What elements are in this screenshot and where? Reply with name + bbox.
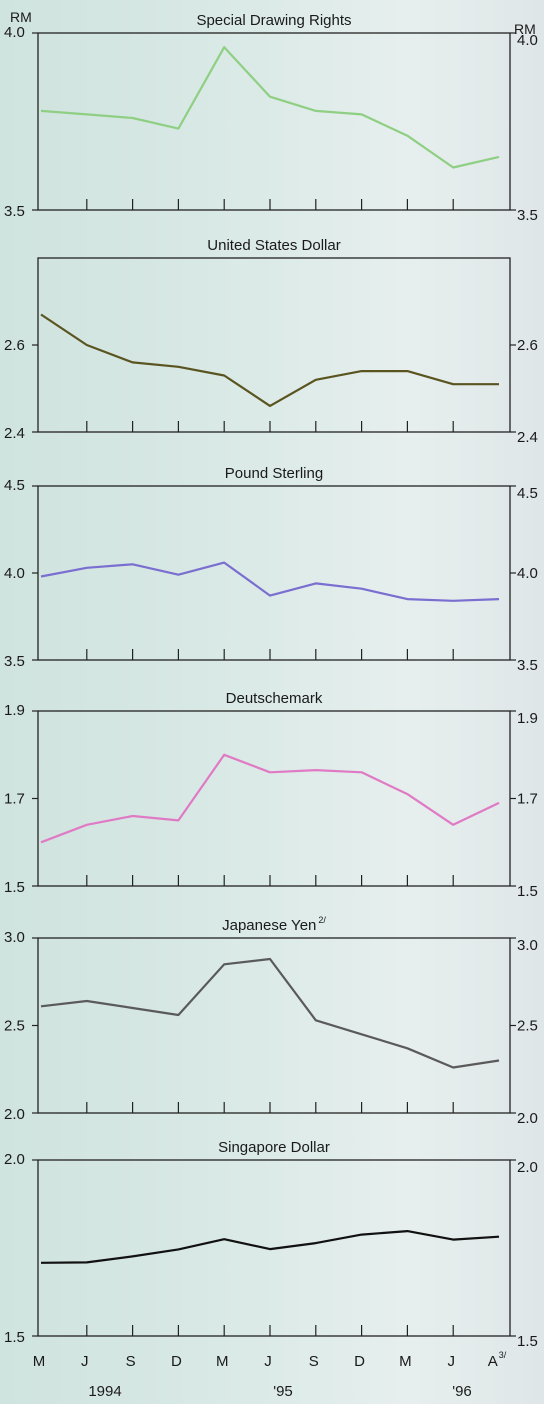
y-tick-label-left: 1.7 xyxy=(4,791,25,808)
plot-frame xyxy=(37,257,511,433)
chart-title: Japanese Yen 2/ xyxy=(222,915,326,934)
y-tick-label-left: 3.0 xyxy=(4,929,25,946)
y-tick-label-right: 4.0 xyxy=(517,32,538,49)
chart-panels: Special Drawing Rights 4.0 4.0 3.5 3.5 United… xyxy=(4,12,538,1350)
plot-frame xyxy=(37,32,511,211)
x-axis-labels: M J S D M J S D M J A3/1994 '95 '96 xyxy=(33,1350,507,1400)
unit-label-left: RM xyxy=(10,9,32,25)
chart-title: Special Drawing Rights xyxy=(196,12,351,29)
year-label: '95 xyxy=(273,1383,293,1400)
title-footnote: 2/ xyxy=(318,915,326,925)
y-tick-label-right: 2.6 xyxy=(517,337,538,354)
chart-title: United States Dollar xyxy=(207,237,340,254)
y-tick-label-right: 2.0 xyxy=(517,1159,538,1176)
y-tick-label-left: 2.4 xyxy=(4,425,25,442)
chart-special-drawing-rights: Special Drawing Rights 4.0 4.0 3.5 3.5 xyxy=(4,12,538,224)
plot-frame xyxy=(37,485,511,661)
y-tick-label-right: 2.0 xyxy=(517,1110,538,1127)
x-tick-label: J xyxy=(264,1353,272,1370)
y-tick-label-right: 4.0 xyxy=(517,565,538,582)
y-tick-label-left: 2.6 xyxy=(4,337,25,354)
y-tick-label-left: 4.5 xyxy=(4,477,25,494)
chart-singapore-dollar: Singapore Dollar 2.0 2.0 1.5 1.5 xyxy=(4,1139,538,1350)
y-tick-label-left: 2.0 xyxy=(4,1106,25,1123)
chart-united-states-dollar: United States Dollar 2.6 2.6 2.4 2.4 xyxy=(4,237,538,446)
x-tick-label: S xyxy=(309,1353,319,1370)
y-tick-label-right: 4.5 xyxy=(517,485,538,502)
year-label: '96 xyxy=(452,1383,472,1400)
x-tick-label: J xyxy=(81,1353,89,1370)
chart-pound-sterling: Pound Sterling 4.5 4.5 4.0 4.0 3.5 3.5 xyxy=(4,465,538,674)
y-tick-label-right: 1.5 xyxy=(517,1333,538,1350)
y-tick-label-right: 1.7 xyxy=(517,791,538,808)
y-tick-label-right: 1.9 xyxy=(517,710,538,727)
x-tick-label: D xyxy=(354,1353,365,1370)
y-tick-label-right: 3.5 xyxy=(517,657,538,674)
y-tick-label-right: 3.5 xyxy=(517,207,538,224)
y-tick-label-right: 1.5 xyxy=(517,883,538,900)
y-tick-label-left: 3.5 xyxy=(4,653,25,670)
chart-title: Deutschemark xyxy=(226,690,323,707)
chart-deutschemark: Deutschemark 1.9 1.9 1.7 1.7 1.5 1.5 xyxy=(4,690,538,900)
series-line-japanese-yen xyxy=(40,957,500,1069)
x-tick-label: M xyxy=(399,1353,412,1370)
series-line-deutschemark xyxy=(40,753,500,844)
x-tick-label: A3/ xyxy=(488,1350,507,1370)
plot-frame xyxy=(37,710,511,887)
year-label: 1994 xyxy=(88,1383,121,1400)
chart-title: Singapore Dollar xyxy=(218,1139,330,1156)
series-line-special-drawing-rights xyxy=(40,46,500,169)
y-tick-label-right: 2.5 xyxy=(517,1018,538,1035)
x-tick-label: D xyxy=(171,1353,182,1370)
x-tick-label: M xyxy=(216,1353,229,1370)
chart-japanese-yen: Japanese Yen 2/3.0 3.0 2.5 2.5 2.0 2.0 xyxy=(4,915,538,1127)
x-tick-label: J xyxy=(447,1353,455,1370)
chart-title: Pound Sterling xyxy=(225,465,323,482)
x-tick-footnote: 3/ xyxy=(499,1350,507,1360)
y-tick-label-left: 1.5 xyxy=(4,1329,25,1346)
y-tick-label-left: 4.0 xyxy=(4,565,25,582)
series-line-pound-sterling xyxy=(40,561,500,602)
y-tick-label-right: 2.4 xyxy=(517,429,538,446)
y-tick-label-left: 4.0 xyxy=(4,24,25,41)
series-line-singapore-dollar xyxy=(40,1229,500,1264)
x-tick-label: M xyxy=(33,1353,46,1370)
x-tick-label: S xyxy=(126,1353,136,1370)
y-tick-label-left: 1.9 xyxy=(4,702,25,719)
plot-frame xyxy=(37,1159,511,1337)
y-tick-label-right: 3.0 xyxy=(517,937,538,954)
y-tick-label-left: 3.5 xyxy=(4,203,25,220)
series-line-united-states-dollar xyxy=(40,313,499,407)
y-tick-label-left: 2.5 xyxy=(4,1018,25,1035)
unit-label-right: RM xyxy=(514,21,536,37)
y-tick-label-left: 1.5 xyxy=(4,879,25,896)
y-tick-label-left: 2.0 xyxy=(4,1151,25,1168)
